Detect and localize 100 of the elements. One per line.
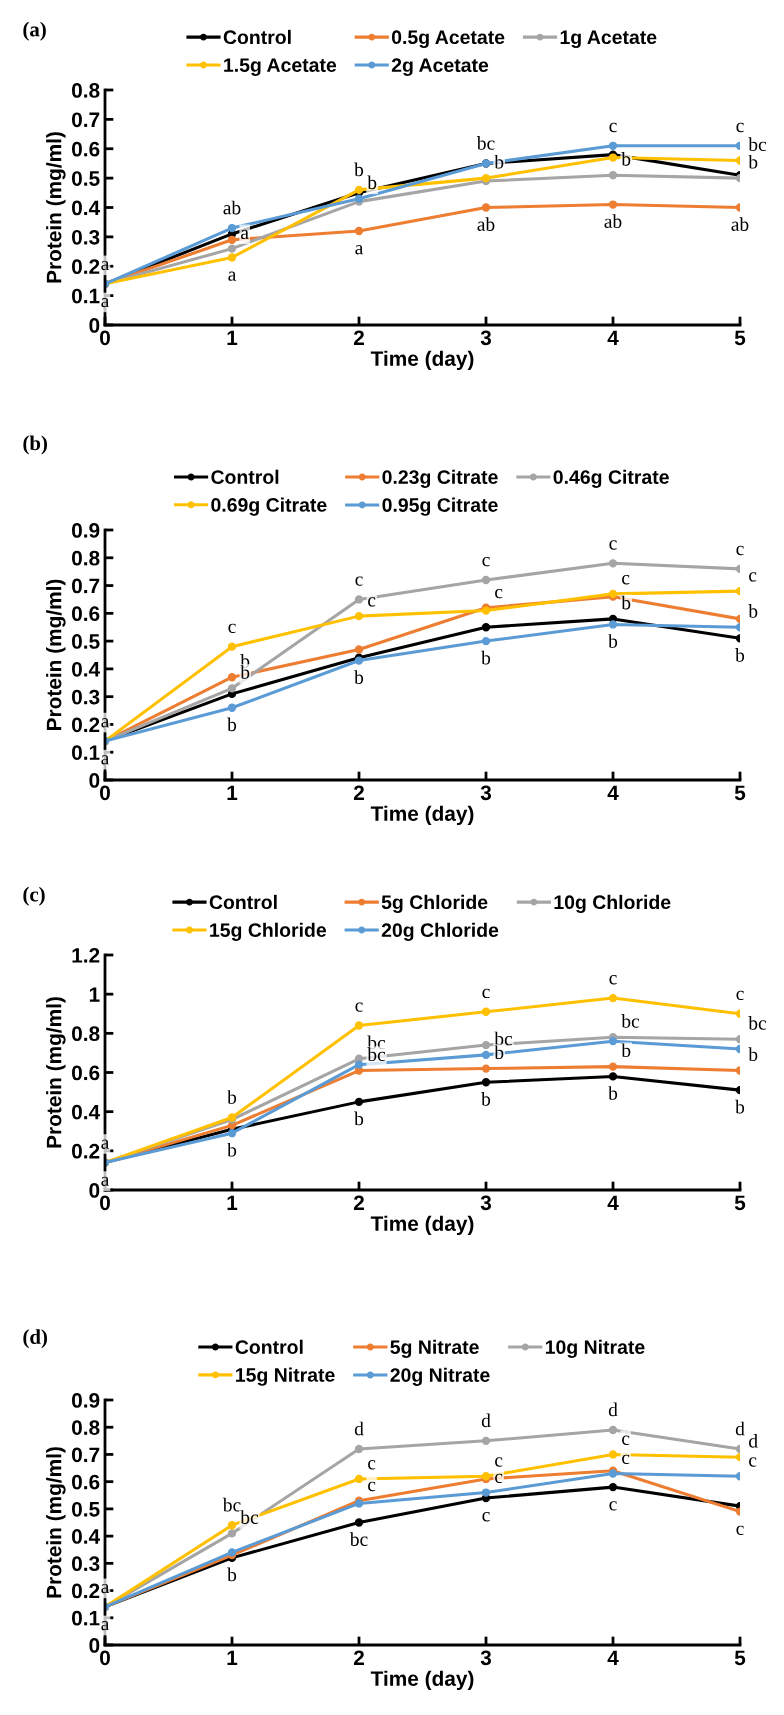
annotation: c: [736, 990, 744, 1001]
annotation: a: [228, 271, 237, 281]
annotation: d: [608, 1402, 618, 1417]
y-tick-label: 0.2: [72, 259, 100, 274]
x-tick-label: 5: [734, 1650, 746, 1666]
legend-label: 0.5g Acetate: [391, 30, 505, 49]
legend-label: 15g Chloride: [210, 922, 327, 941]
y-tick-label: 0.6: [72, 606, 100, 622]
annotation: b: [735, 1099, 745, 1114]
y-tick-label: 0.9: [72, 1393, 100, 1408]
annotation: a: [101, 755, 110, 765]
y-tick-label: 0.5: [72, 171, 100, 186]
x-axis-title: Time (day): [370, 1670, 474, 1691]
annotation: a: [101, 1620, 110, 1631]
annotation: a: [101, 1139, 110, 1149]
y-axis-title: Protein (mg/ml): [46, 997, 66, 1148]
chart-title: (b): [23, 435, 47, 455]
annotation: a: [355, 245, 364, 255]
annotation: b: [621, 1043, 631, 1058]
y-tick-label: 0.1: [72, 745, 100, 760]
y-tick-label: 0.6: [72, 141, 100, 157]
x-tick-label: 3: [480, 785, 492, 801]
x-tick-label: 1: [227, 1650, 238, 1665]
annotation: c: [482, 1512, 490, 1522]
annotation: b: [494, 1045, 504, 1060]
annotation: b: [748, 154, 758, 169]
legend-label: 10g Chloride: [554, 894, 671, 914]
y-tick-label: 0.6: [72, 1474, 100, 1490]
x-tick-label: 3: [480, 1650, 492, 1666]
annotation: b: [608, 634, 618, 648]
annotation: c: [368, 1481, 376, 1492]
x-tick-label: 5: [734, 785, 746, 801]
annotation: b: [354, 670, 364, 684]
annotation: c: [228, 623, 236, 633]
y-axis-title: Protein (mg/ml): [46, 132, 66, 283]
legend-label: 10g Nitrate: [545, 1339, 645, 1358]
legend-label: Control: [211, 469, 279, 484]
annotation: c: [609, 540, 617, 550]
annotation: b: [227, 1567, 237, 1582]
y-tick-label: 0.8: [72, 550, 100, 566]
x-tick-label: 4: [607, 785, 619, 800]
y-tick-label: 0.2: [72, 1143, 100, 1159]
annotation: c: [368, 597, 376, 607]
y-tick-label: 0.4: [72, 200, 101, 216]
annotation: bc: [349, 1532, 368, 1546]
annotation: bc: [748, 1016, 767, 1030]
x-tick-label: 2: [353, 1195, 364, 1210]
x-tick-label: 5: [734, 330, 746, 346]
annotation: b: [748, 1047, 758, 1062]
x-tick-label: 2: [353, 330, 364, 345]
y-tick-label: 0.1: [72, 1610, 100, 1626]
x-tick-label: 3: [480, 1195, 492, 1211]
x-tick-label: 4: [607, 330, 619, 345]
annotation: c: [368, 1460, 376, 1470]
annotation: b: [354, 1111, 364, 1126]
annotation: c: [736, 122, 744, 133]
annotation: c: [736, 545, 744, 556]
annotation: c: [495, 1473, 503, 1484]
annotation: b: [621, 595, 631, 610]
annotation: b: [354, 162, 364, 177]
x-tick-label: 5: [734, 1195, 746, 1211]
legend-label: 0.46g Citrate: [553, 469, 669, 488]
annotation: d: [354, 1421, 364, 1436]
legend-label: 5g Nitrate: [390, 1339, 479, 1358]
y-tick-label: 0.4: [72, 1104, 101, 1120]
annotation: c: [749, 1457, 757, 1467]
legend-label: 0.95g Citrate: [382, 497, 498, 516]
annotation: b: [227, 717, 237, 732]
y-tick-label: 1: [89, 987, 100, 1002]
annotation: d: [749, 1433, 758, 1448]
annotation: c: [609, 122, 617, 133]
annotation: c: [609, 1501, 617, 1511]
legend-label: Control: [235, 1339, 303, 1355]
annotation: c: [355, 576, 363, 586]
legend-label: 5g Chloride: [381, 894, 488, 914]
annotation: b: [608, 1086, 618, 1100]
annotation: ab: [731, 217, 749, 231]
x-axis-title: Time (day): [370, 1215, 474, 1236]
legend-label: 0.69g Citrate: [211, 497, 327, 516]
y-tick-label: 0: [89, 1183, 100, 1198]
x-tick-label: 2: [353, 1650, 364, 1665]
legend-label: 15g Nitrate: [236, 1367, 335, 1386]
chart-title: (a): [23, 21, 46, 41]
legend-label: 20g Chloride: [381, 922, 499, 941]
y-axis-title: Protein (mg/ml): [46, 579, 66, 730]
annotation: a: [101, 260, 110, 271]
annotation: c: [495, 1457, 503, 1467]
legend-label: Control: [209, 894, 277, 910]
y-tick-label: 0.4: [72, 661, 101, 677]
y-tick-label: 0.3: [72, 229, 100, 245]
annotation: ab: [223, 200, 241, 215]
annotation: bc: [748, 137, 767, 151]
annotation: a: [101, 297, 110, 308]
x-axis-title: Time (day): [370, 350, 474, 371]
annotation: b: [748, 604, 758, 618]
x-tick-label: 1: [227, 785, 238, 800]
y-tick-label: 0: [89, 1638, 100, 1653]
annotation: c: [622, 1454, 630, 1464]
x-tick-label: 2: [353, 785, 364, 800]
annotation: c: [482, 988, 490, 999]
